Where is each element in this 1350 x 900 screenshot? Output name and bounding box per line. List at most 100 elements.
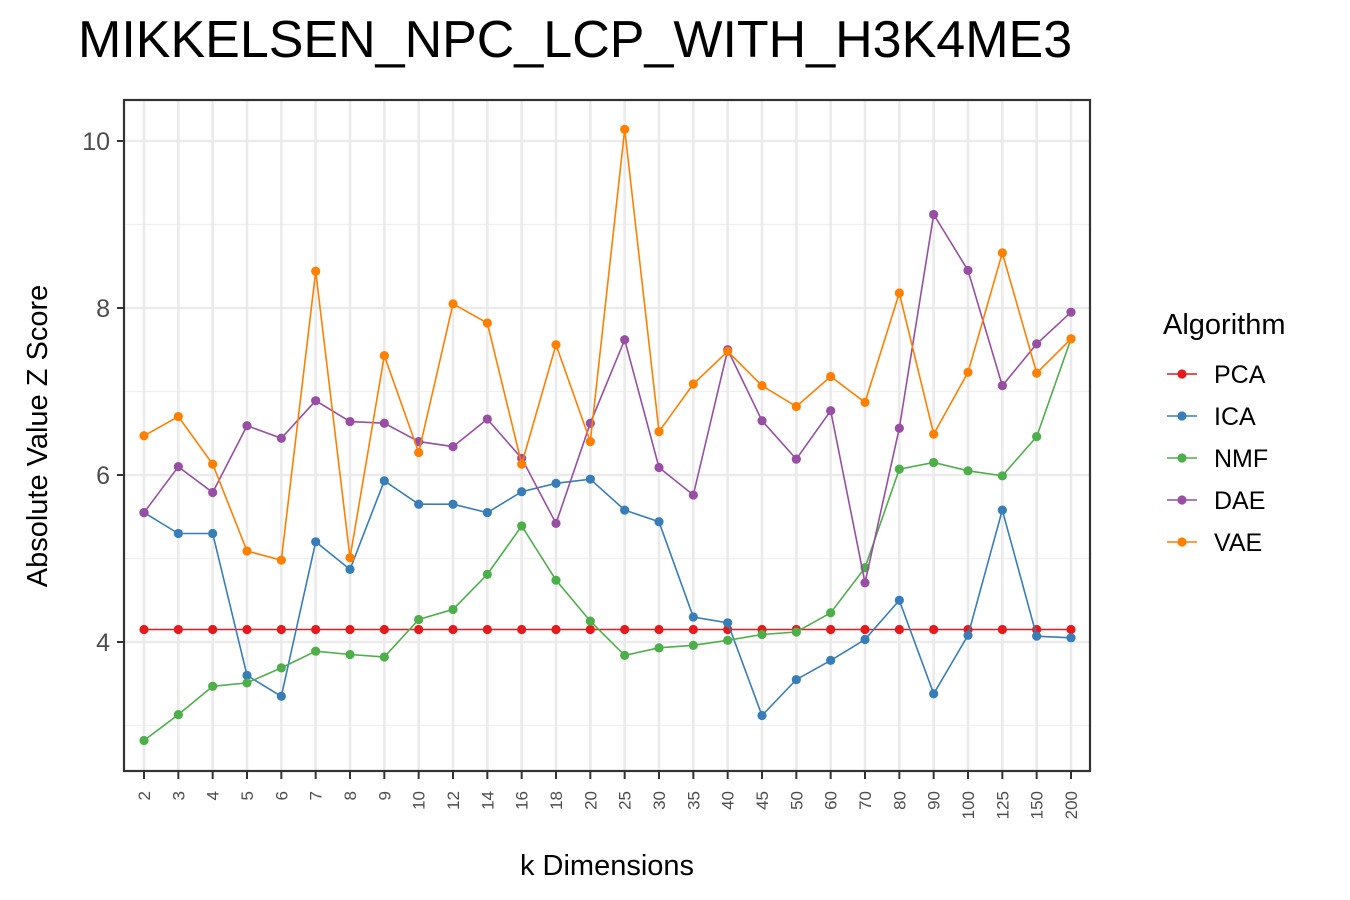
x-tick-label: 35 [684,791,703,810]
data-point-dae [551,518,561,529]
data-point-pca [997,624,1007,635]
data-point-vae [1066,334,1076,344]
data-point-ica [208,528,218,539]
data-point-nmf [517,521,527,531]
data-point-vae [139,431,149,441]
data-point-ica [860,634,870,645]
data-point-dae [757,416,767,426]
data-point-nmf [311,646,321,656]
data-point-dae [1032,339,1042,349]
data-point-dae [311,396,321,406]
data-point-nmf [826,608,836,618]
chart-title: MIKKELSEN_NPC_LCP_WITH_H3K4ME3 [78,11,1073,69]
data-point-dae [208,487,218,498]
data-point-nmf [688,640,698,650]
series-vae [139,124,1076,565]
x-axis-label: k Dimensions [520,850,694,882]
data-point-vae [585,437,595,447]
data-point-pca [345,624,355,635]
legend: Algorithm PCA ICA NMF DAE VAE [1163,309,1286,557]
data-point-ica [173,528,183,539]
plot-panel [124,100,1090,771]
data-point-pca [551,624,561,635]
data-point-pca [379,624,389,635]
data-point-pca [173,624,183,635]
data-point-dae [688,490,698,500]
x-tick-label: 4 [204,791,223,800]
data-point-nmf [208,681,218,691]
data-point-dae [620,335,630,345]
data-point-nmf [929,457,939,468]
y-tick-label: 4 [96,629,110,657]
data-point-dae [929,209,939,220]
legend-label-nmf: NMF [1214,445,1268,473]
series-nmf [139,334,1076,746]
data-point-ica [585,474,595,484]
data-point-ica [414,499,424,509]
x-tick-label: 70 [856,791,875,810]
x-tick-label: 100 [959,791,978,819]
legend-key-point-pca [1177,369,1187,379]
data-point-ica [791,674,801,685]
data-point-dae [826,406,836,416]
series-layer [139,124,1076,746]
data-point-dae [242,421,252,431]
data-point-vae [997,248,1007,258]
data-point-pca [585,624,595,635]
data-point-vae [208,459,218,469]
data-point-ica [929,689,939,699]
x-tick-label: 60 [822,791,841,810]
data-point-dae [1066,307,1076,317]
data-point-nmf [585,616,595,626]
data-point-dae [345,416,355,427]
x-tick-label: 8 [341,791,360,800]
x-tick-label: 12 [444,791,463,810]
data-point-vae [929,429,939,439]
x-tick-label: 50 [787,791,806,810]
data-point-ica [963,630,973,640]
data-point-ica [448,499,458,509]
data-point-ica [242,670,252,681]
x-tick-label: 90 [925,791,944,810]
x-tick-label: 45 [753,791,772,810]
data-point-pca [242,624,252,635]
series-pca [139,624,1076,635]
data-point-pca [208,624,218,635]
data-point-pca [276,624,286,635]
x-tick-label: 30 [650,791,669,810]
x-tick-label: 20 [581,791,600,810]
data-point-nmf [551,575,561,585]
data-point-ica [688,612,698,622]
legend-key-point-ica [1177,411,1187,421]
data-point-vae [860,397,870,407]
x-tick-label: 40 [719,791,738,810]
data-point-nmf [894,464,904,474]
y-tick-label: 8 [96,295,110,323]
data-point-ica [276,691,286,701]
data-point-ica [551,478,561,488]
legend-key-point-dae [1177,495,1187,505]
data-point-nmf [448,604,458,615]
data-point-dae [997,381,1007,391]
data-point-pca [139,624,149,635]
data-point-vae [448,299,458,309]
data-point-vae [791,401,801,412]
data-point-nmf [963,466,973,476]
x-tick-label: 14 [478,791,497,810]
legend-label-pca: PCA [1214,361,1266,389]
plot-panel-border [122,98,1092,773]
data-point-dae [276,433,286,443]
x-tick-label: 9 [375,791,394,800]
data-point-nmf [791,627,801,637]
data-point-vae [517,459,527,469]
data-point-nmf [276,663,286,673]
legend-label-dae: DAE [1214,487,1265,515]
x-tick-label: 3 [169,791,188,800]
legend-label-vae: VAE [1214,529,1262,557]
data-point-pca [826,624,836,635]
data-point-ica [311,537,321,547]
data-point-nmf [620,650,630,660]
data-point-ica [517,487,527,497]
